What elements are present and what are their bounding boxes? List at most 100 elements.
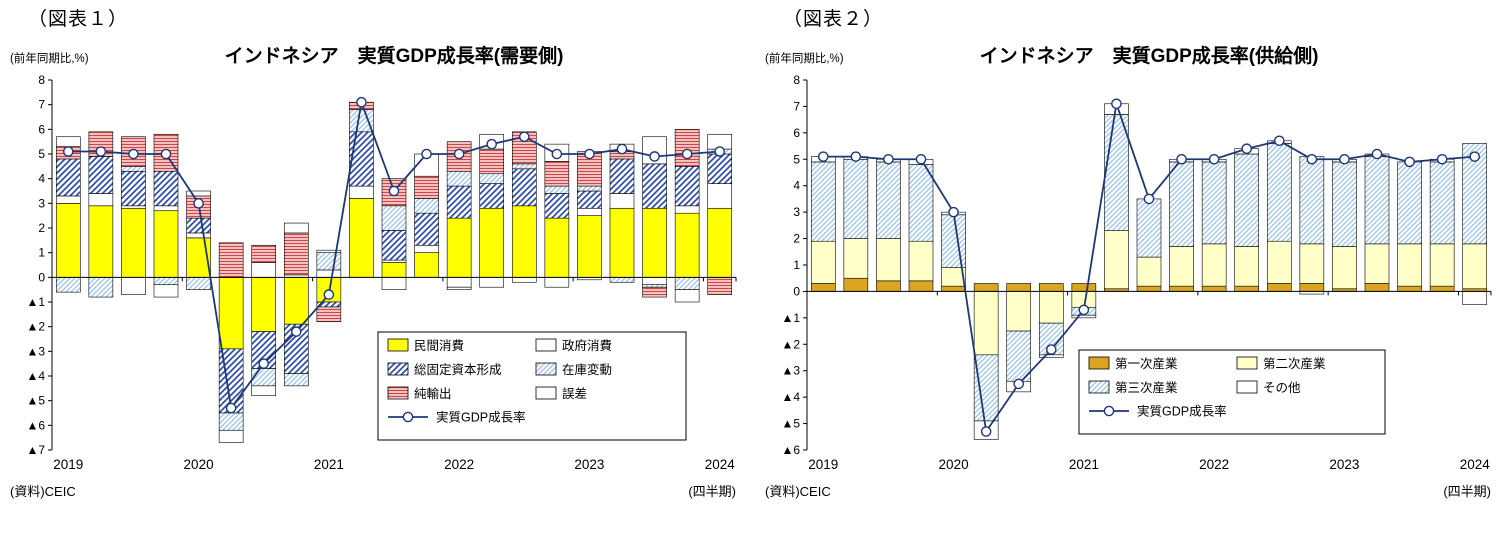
gdp-line-marker <box>225 402 237 414</box>
gdp-line-marker <box>160 148 172 160</box>
legend-line-label: 実質GDP成長率 <box>436 410 526 425</box>
bar-segment <box>544 277 570 288</box>
gdp-line-marker <box>1306 153 1318 165</box>
legend-swatch <box>1088 380 1110 394</box>
bar-segment <box>283 277 309 325</box>
bar-segment <box>1364 243 1390 284</box>
supply-side-chart: インドネシア 実質GDP成長率(供給側) (前年同期比,%) ▲6 ▲5 ▲4 ▲3 ▲2 ▲… <box>761 32 1510 515</box>
gdp-line-marker <box>1176 153 1187 165</box>
gdp-line-marker <box>421 148 432 160</box>
bar-segment <box>121 277 146 295</box>
bar-segment <box>218 412 244 431</box>
bar-segment <box>707 153 733 184</box>
bar-segment <box>1364 156 1390 245</box>
bar-segment <box>544 217 570 278</box>
bar-segment <box>153 277 179 286</box>
bar-segment <box>642 277 667 286</box>
bar-segment <box>1462 243 1488 290</box>
gdp-growth-line <box>817 98 1481 437</box>
bar-segment <box>283 232 309 276</box>
gdp-line-marker <box>817 151 829 162</box>
svg-text:5: 5 <box>38 147 45 161</box>
svg-text:3: 3 <box>38 196 45 210</box>
bar-segment <box>381 262 407 278</box>
gdp-line-marker <box>95 146 107 157</box>
bar-segment <box>316 306 342 323</box>
bar-segment <box>609 193 635 209</box>
legend-swatch <box>387 338 409 352</box>
quarter-note: (四半期) <box>688 484 736 499</box>
gdp-line-marker <box>518 131 530 143</box>
bar-segment <box>349 109 374 133</box>
bar-segment <box>973 283 999 292</box>
bar-segment <box>414 244 439 253</box>
bar-segment <box>316 249 342 253</box>
gdp-line-marker <box>1241 143 1253 155</box>
svg-text:2021: 2021 <box>1069 457 1099 472</box>
bar-segment <box>381 205 407 231</box>
bar-segment <box>121 170 146 207</box>
gdp-line-marker <box>290 326 302 337</box>
svg-text:1: 1 <box>38 246 45 260</box>
bar-segment <box>1169 161 1194 247</box>
bar-segment <box>707 183 733 209</box>
bar-segment <box>577 207 602 216</box>
y-axis: ▲7 ▲6 ▲5 ▲4 ▲3 ▲2 ▲1 0 1 2 3 4 5 6 7 8 <box>26 73 53 457</box>
svg-text:2020: 2020 <box>184 457 214 472</box>
legend-swatch <box>535 338 557 352</box>
gdp-line-marker <box>486 138 498 150</box>
bar-segment <box>1201 285 1227 292</box>
bar-segment <box>414 212 439 246</box>
gdp-line-marker <box>649 151 660 162</box>
bar-segment <box>511 277 537 283</box>
bar-segment <box>251 262 277 278</box>
chart-title: インドネシア 実質GDP成長率(供給側) <box>980 44 1319 67</box>
bar-segment <box>544 161 570 187</box>
bar-segment <box>153 284 179 298</box>
bar-segment <box>876 161 901 239</box>
bar-segment <box>941 214 966 268</box>
legend-swatch <box>387 362 409 376</box>
svg-text:▲6: ▲6 <box>26 418 45 432</box>
gdp-line-marker <box>1045 344 1057 355</box>
bar-segment <box>381 230 407 261</box>
legend-swatch <box>535 362 557 376</box>
bar-segment <box>153 210 179 278</box>
svg-text:2022: 2022 <box>1199 457 1229 472</box>
gdp-line-marker <box>1143 193 1155 205</box>
gdp-line-marker <box>62 146 74 157</box>
bar-segment <box>414 175 439 199</box>
gdp-line-marker <box>980 426 992 437</box>
bar-segment <box>810 161 836 242</box>
svg-text:4: 4 <box>793 179 800 193</box>
bar-segment <box>674 129 700 167</box>
bar-segment <box>251 244 277 263</box>
gdp-line-marker <box>1273 135 1285 147</box>
bar-segment <box>577 190 602 209</box>
bar-segment <box>1038 283 1064 292</box>
bar-segment <box>446 185 472 219</box>
bar-segment <box>674 289 700 303</box>
bar-segment <box>55 136 81 147</box>
bar-segment <box>186 217 211 234</box>
bar-segment <box>381 277 407 290</box>
bar-segment <box>186 232 211 239</box>
bar-segment <box>283 373 309 387</box>
gdp-line-marker <box>453 148 465 160</box>
bar-segment <box>511 168 537 207</box>
bar-segment <box>1071 283 1097 292</box>
bar-segment <box>843 238 869 279</box>
gdp-line-marker <box>356 96 367 108</box>
bar-segment <box>1397 243 1422 287</box>
bar-segment <box>609 158 635 194</box>
gdp-line-marker <box>915 153 927 165</box>
gdp-line-marker <box>850 151 862 162</box>
svg-text:2020: 2020 <box>939 457 969 472</box>
bar-segment <box>479 207 505 278</box>
gdp-line-marker <box>1111 98 1122 110</box>
gdp-growth-line <box>62 96 726 414</box>
bar-segment <box>414 198 439 214</box>
svg-text:8: 8 <box>793 73 800 87</box>
bar-segment <box>642 163 667 209</box>
